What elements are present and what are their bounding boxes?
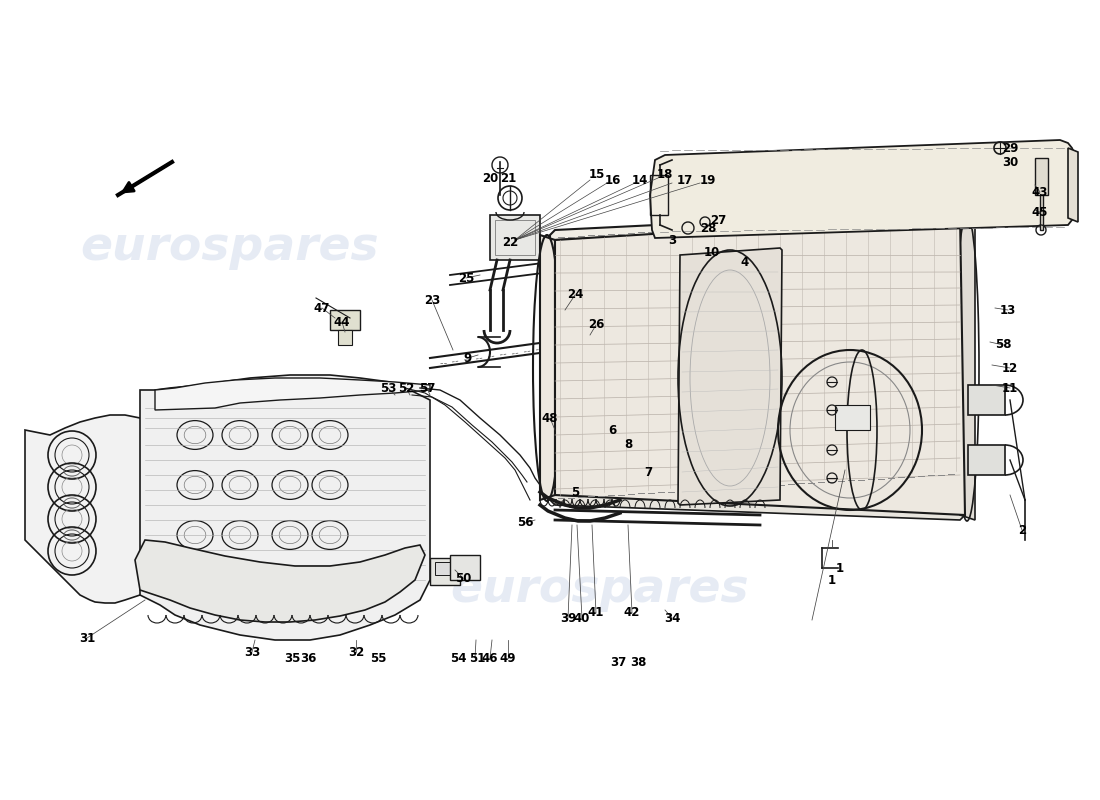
Text: 6: 6: [608, 423, 616, 437]
Text: 20: 20: [482, 171, 498, 185]
Text: 18: 18: [657, 169, 673, 182]
Text: 3: 3: [668, 234, 676, 246]
Text: eurospares: eurospares: [451, 567, 749, 613]
Text: 56: 56: [517, 517, 534, 530]
Text: 50: 50: [454, 571, 471, 585]
Polygon shape: [1040, 195, 1043, 230]
Polygon shape: [140, 375, 430, 640]
Text: 46: 46: [482, 651, 498, 665]
Polygon shape: [25, 415, 175, 603]
Text: 12: 12: [1002, 362, 1019, 374]
Text: eurospares: eurospares: [80, 226, 380, 270]
Text: 24: 24: [566, 289, 583, 302]
Polygon shape: [450, 555, 480, 580]
Text: 38: 38: [630, 655, 646, 669]
Text: 22: 22: [502, 235, 518, 249]
Text: 4: 4: [741, 255, 749, 269]
Text: 32: 32: [348, 646, 364, 658]
Text: 17: 17: [676, 174, 693, 186]
Polygon shape: [338, 330, 352, 345]
Text: 7: 7: [644, 466, 652, 478]
Text: 37: 37: [609, 655, 626, 669]
Text: 27: 27: [710, 214, 726, 226]
Text: 10: 10: [704, 246, 720, 258]
Text: 36: 36: [300, 651, 316, 665]
Text: 49: 49: [499, 651, 516, 665]
Text: 41: 41: [587, 606, 604, 619]
Polygon shape: [155, 378, 430, 410]
Polygon shape: [434, 562, 455, 575]
Text: 23: 23: [424, 294, 440, 306]
Text: 1: 1: [836, 562, 844, 574]
Text: 39: 39: [560, 611, 576, 625]
Text: 44: 44: [333, 315, 350, 329]
Polygon shape: [1035, 158, 1048, 195]
Text: 52: 52: [398, 382, 415, 394]
Text: 15: 15: [588, 169, 605, 182]
Polygon shape: [678, 248, 782, 505]
Text: 40: 40: [574, 611, 591, 625]
Text: 54: 54: [450, 651, 466, 665]
Polygon shape: [835, 405, 870, 430]
Text: 31: 31: [79, 631, 95, 645]
Polygon shape: [556, 215, 965, 515]
Text: 29: 29: [1002, 142, 1019, 154]
Polygon shape: [968, 385, 1005, 415]
Text: 16: 16: [605, 174, 621, 186]
Text: 57: 57: [419, 382, 436, 394]
Text: 13: 13: [1000, 303, 1016, 317]
Polygon shape: [1068, 148, 1078, 222]
Text: 42: 42: [624, 606, 640, 619]
Text: 30: 30: [1002, 157, 1019, 170]
Text: 51: 51: [469, 651, 485, 665]
Text: 43: 43: [1032, 186, 1048, 198]
Text: 11: 11: [1002, 382, 1019, 394]
Text: 26: 26: [587, 318, 604, 331]
Polygon shape: [430, 558, 460, 585]
Text: 33: 33: [244, 646, 260, 658]
Text: 55: 55: [370, 651, 386, 665]
Text: 47: 47: [314, 302, 330, 314]
Polygon shape: [550, 210, 965, 245]
Text: 48: 48: [541, 411, 558, 425]
Text: 9: 9: [464, 351, 472, 365]
Polygon shape: [490, 215, 540, 260]
Polygon shape: [550, 490, 965, 520]
Polygon shape: [650, 140, 1075, 238]
Text: 53: 53: [379, 382, 396, 394]
Polygon shape: [968, 445, 1005, 475]
Text: 14: 14: [631, 174, 648, 186]
Polygon shape: [960, 210, 975, 520]
Text: 35: 35: [284, 651, 300, 665]
Polygon shape: [330, 310, 360, 330]
Text: 19: 19: [700, 174, 716, 186]
Text: 25: 25: [458, 271, 474, 285]
Text: 1: 1: [828, 574, 836, 586]
Text: 5: 5: [571, 486, 579, 498]
Polygon shape: [540, 235, 556, 500]
Text: 8: 8: [624, 438, 632, 451]
Text: 58: 58: [994, 338, 1011, 351]
Text: 2: 2: [1018, 523, 1026, 537]
Text: 21: 21: [499, 171, 516, 185]
Text: 34: 34: [663, 611, 680, 625]
Text: 28: 28: [700, 222, 716, 234]
Polygon shape: [135, 540, 425, 622]
Text: 45: 45: [1032, 206, 1048, 218]
